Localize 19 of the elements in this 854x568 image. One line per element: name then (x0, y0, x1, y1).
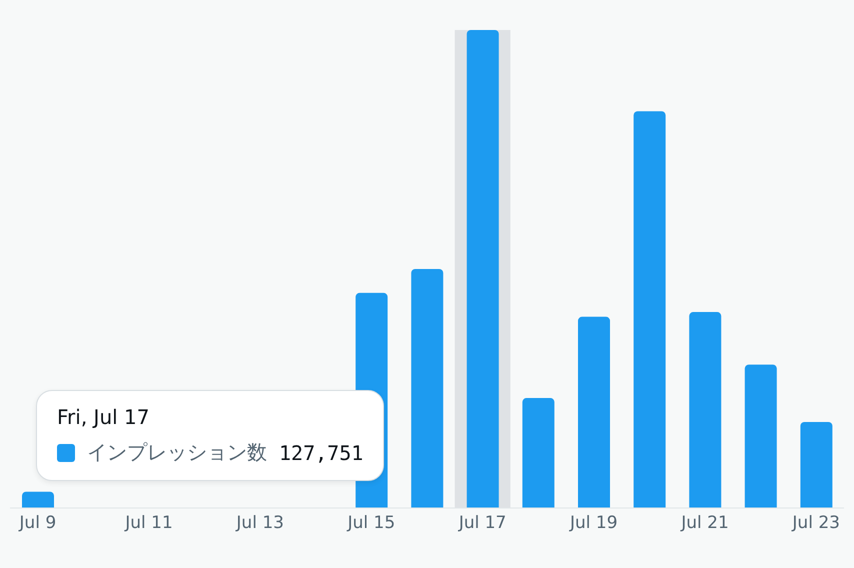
bar (634, 111, 666, 508)
x-tick-label: Jul 21 (680, 513, 729, 534)
legend-label: インプレッション数 (87, 439, 267, 466)
bar (522, 398, 554, 508)
bar (800, 422, 832, 508)
x-tick-label: Jul 15 (346, 513, 396, 534)
bar (411, 269, 444, 508)
x-tick-label: Jul 13 (235, 513, 284, 534)
x-tick-label: Jul 19 (569, 513, 618, 534)
x-tick-label: Jul 23 (791, 513, 840, 534)
x-tick-label: Jul 11 (124, 513, 173, 534)
bar (22, 492, 54, 508)
x-tick-label: Jul 9 (18, 513, 56, 534)
x-tick-label: Jul 17 (458, 513, 506, 534)
bar (689, 312, 722, 508)
bar (744, 364, 777, 508)
bar (578, 316, 610, 508)
annotation: Fri, Jul 17 (57, 405, 150, 429)
annotation: 127,751 (279, 440, 364, 464)
